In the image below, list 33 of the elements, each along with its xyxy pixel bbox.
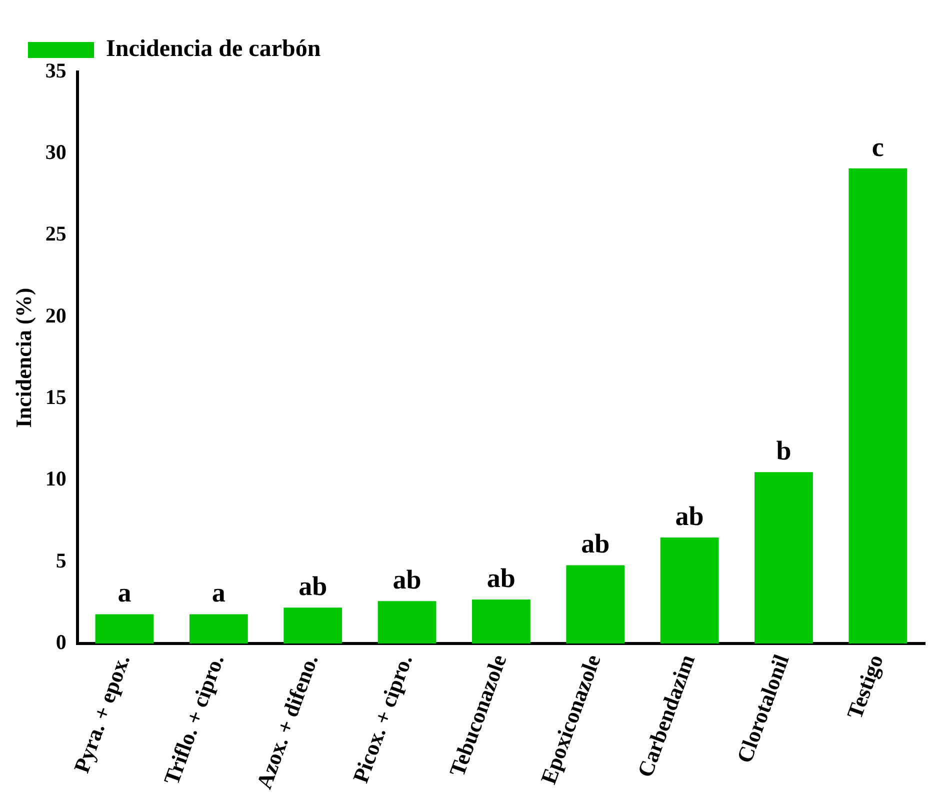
bar <box>378 601 436 644</box>
y-tick-label: 35 <box>45 58 66 82</box>
bar <box>754 472 813 644</box>
bar <box>189 614 248 644</box>
x-tick-label: Triflo. + cipro. <box>158 651 229 788</box>
x-tick-label: Pyra. + epox. <box>68 651 135 776</box>
annotation: c <box>872 132 884 162</box>
legend-label: Incidencia de carbón <box>106 36 321 62</box>
bar <box>566 565 625 644</box>
annotation: ab <box>486 562 516 593</box>
bar <box>660 537 719 644</box>
y-tick-label: 10 <box>45 466 66 491</box>
annotation: ab <box>675 500 704 531</box>
annotation: ab <box>581 528 610 559</box>
y-tick-label: 30 <box>45 140 66 164</box>
annotation: b <box>776 436 792 466</box>
y-tick-label: 5 <box>56 548 66 572</box>
y-tick-label: 15 <box>45 385 66 410</box>
bar <box>284 608 342 644</box>
annotation: a <box>212 578 226 608</box>
y-tick-label: 20 <box>45 303 66 328</box>
x-tick-label: Picox. + cipro. <box>348 651 418 786</box>
bar <box>95 614 154 644</box>
y-tick-label: 0 <box>56 630 66 654</box>
bar <box>472 600 530 644</box>
annotation: ab <box>298 571 328 602</box>
x-tick-label: Azox. + difeno. <box>251 651 323 792</box>
y-tick-label: 25 <box>45 222 66 246</box>
y-axis-title: Incidencia (%) <box>10 288 36 428</box>
bar <box>848 168 908 644</box>
x-tick-label: Testigo <box>842 651 888 722</box>
annotation: a <box>118 578 132 608</box>
annotation: ab <box>392 564 422 595</box>
